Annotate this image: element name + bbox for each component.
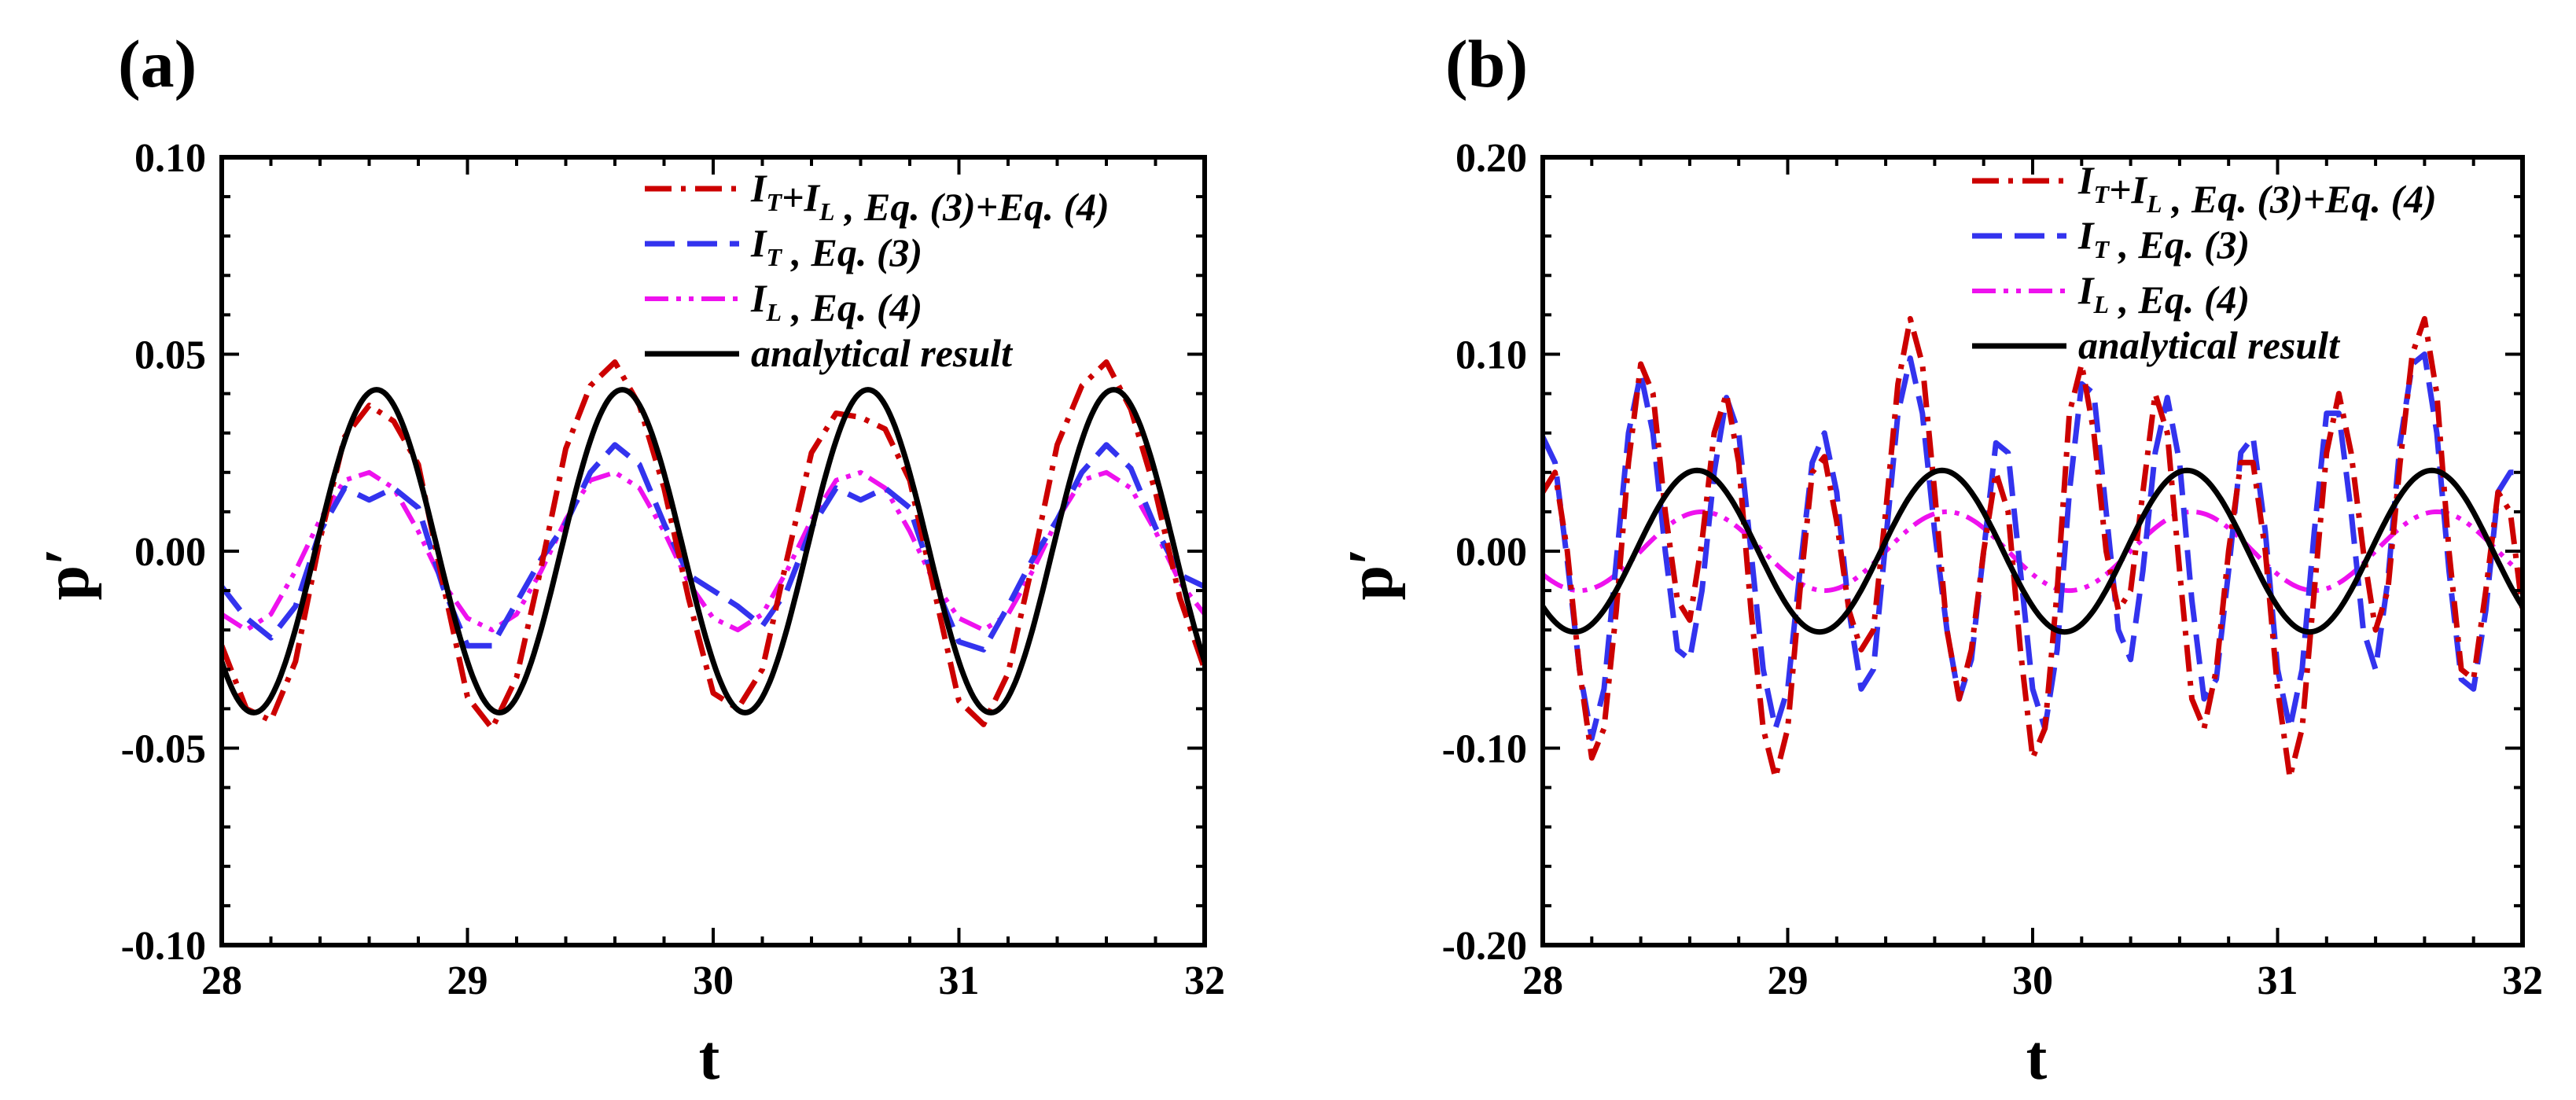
y-tick-label: 0.10: [1455, 333, 1527, 378]
panel-label-b: (b): [1445, 26, 1528, 101]
y-tick-label: 0.20: [1455, 136, 1527, 181]
x-tick-label: 30: [693, 958, 734, 1003]
x-tick-label: 29: [1768, 958, 1809, 1003]
series-line-il: [1543, 509, 2523, 594]
y-tick-label: 0.00: [134, 530, 206, 575]
legend-label-an: analytical result: [751, 331, 1014, 375]
legend: IT+IL , Eq. (3)+Eq. (4)IT , Eq. (3)IL , …: [1972, 158, 2437, 367]
y-tick-label: -0.05: [121, 727, 206, 772]
x-tick-label: 32: [1184, 958, 1225, 1003]
x-tick-label: 29: [447, 958, 488, 1003]
x-tick-label: 30: [2012, 958, 2053, 1003]
panel-b: (b) p′ t 28 29 30 31 32 -0.20 -0.10 0.00 0.10 0.2…: [1337, 26, 2543, 1093]
series-group: [222, 359, 1205, 731]
legend-label-an: analytical result: [2078, 323, 2341, 367]
panel-a: (a) p′ t 28 29 30 31 32 -0.10 -0.05 0.00 0.05 0.1…: [33, 26, 1225, 1093]
legend-label-it_il: IT+IL , Eq. (3)+Eq. (4): [2077, 158, 2437, 221]
legend-label-it_il: IT+IL , Eq. (3)+Eq. (4): [750, 166, 1110, 229]
series-line-an: [222, 387, 1205, 716]
legend: IT+IL , Eq. (3)+Eq. (4)IT , Eq. (3)IL , …: [645, 166, 1110, 375]
legend-label-il: IL , Eq. (4): [750, 276, 922, 329]
y-tick-label: -0.20: [1442, 924, 1527, 969]
y-tick-label: -0.10: [121, 924, 206, 969]
x-tick-label: 32: [2502, 958, 2543, 1003]
series-line-il: [222, 469, 1205, 633]
y-tick-label: 0.00: [1455, 530, 1527, 575]
legend-label-it: IT , Eq. (3): [750, 221, 922, 274]
x-tick-label: 31: [2258, 958, 2298, 1003]
y-axis-label-b: p′: [1337, 548, 1406, 601]
series-line-an: [1543, 467, 2523, 635]
series-group: [1543, 315, 2523, 781]
y-axis-label-a: p′: [33, 548, 102, 601]
series-line-it_il: [222, 359, 1205, 731]
legend-label-it: IT , Eq. (3): [2077, 213, 2250, 267]
panel-label-a: (a): [118, 26, 197, 101]
x-tick-label: 28: [1522, 958, 1563, 1003]
legend-label-il: IL , Eq. (4): [2077, 268, 2250, 322]
series-line-it: [222, 442, 1205, 653]
series-line-it_il: [1543, 315, 2523, 781]
series-line-it: [1543, 351, 2523, 741]
x-tick-label: 31: [939, 958, 980, 1003]
y-tick-label: 0.10: [134, 136, 206, 181]
x-axis-label-b: t: [2026, 1024, 2048, 1093]
x-axis-label-a: t: [699, 1024, 720, 1093]
x-tick-label: 28: [201, 958, 242, 1003]
plot-frame: [1540, 155, 2525, 947]
y-tick-label: -0.10: [1442, 727, 1527, 772]
y-tick-label: 0.05: [134, 333, 206, 378]
plot-frame: [219, 155, 1207, 947]
